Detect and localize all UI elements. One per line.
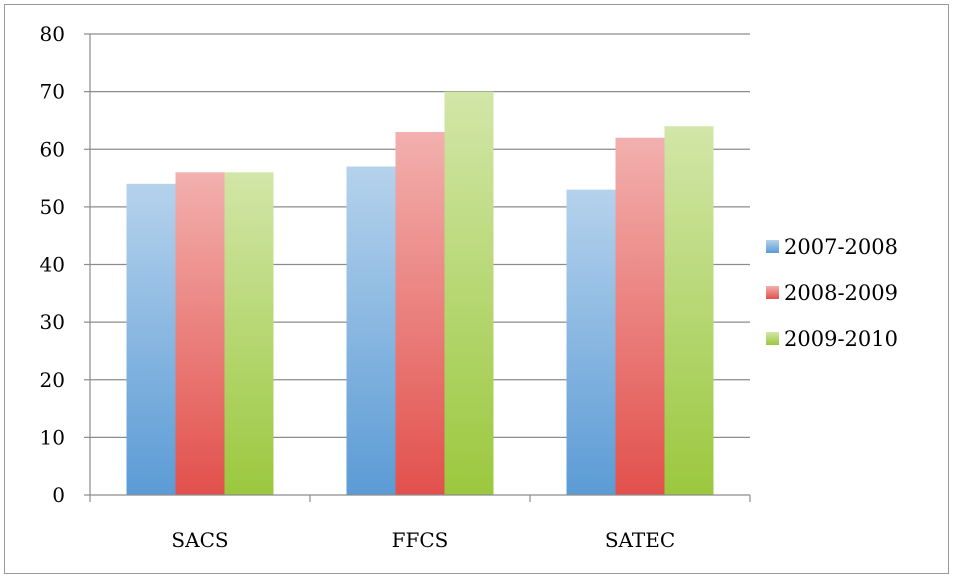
bar-satec-2007-2008 (566, 189, 616, 495)
y-tick-label: 30 (40, 310, 65, 334)
bar-satec-2008-2009 (615, 137, 665, 495)
y-tick-label: 10 (40, 425, 65, 449)
bars (126, 91, 714, 496)
legend-label: 2008-2009 (784, 281, 898, 305)
y-tick-label: 20 (40, 368, 65, 392)
x-category-label: FFCS (392, 528, 449, 552)
y-tick-label: 60 (40, 137, 65, 161)
bar-sacs-2007-2008 (126, 183, 176, 495)
y-tick-label: 40 (40, 253, 65, 277)
bar-ffcs-2009-2010 (444, 91, 494, 495)
x-axis-categories: SACS FFCS SATEC (171, 528, 675, 552)
y-tick-label: 80 (40, 22, 65, 46)
legend-label: 2007-2008 (784, 235, 898, 259)
y-tick-label: 0 (52, 483, 65, 507)
bar-ffcs-2008-2009 (395, 131, 445, 495)
x-category-label: SACS (171, 528, 228, 552)
axes (89, 34, 751, 502)
legend-swatch (766, 332, 779, 345)
bar-sacs-2009-2010 (224, 172, 274, 496)
y-tick-label: 50 (40, 195, 65, 219)
legend: 2007-2008 2008-2009 2009-2010 (766, 235, 898, 351)
bar-satec-2009-2010 (664, 126, 714, 495)
legend-label: 2009-2010 (784, 327, 898, 351)
bar-ffcs-2007-2008 (346, 166, 396, 495)
legend-swatch (766, 286, 779, 299)
bar-sacs-2008-2009 (175, 172, 225, 496)
legend-swatch (766, 240, 779, 253)
x-category-label: SATEC (605, 528, 675, 552)
y-tick-label: 70 (40, 80, 65, 104)
y-axis-ticks: 0 10 20 30 40 50 60 70 80 (40, 22, 65, 507)
